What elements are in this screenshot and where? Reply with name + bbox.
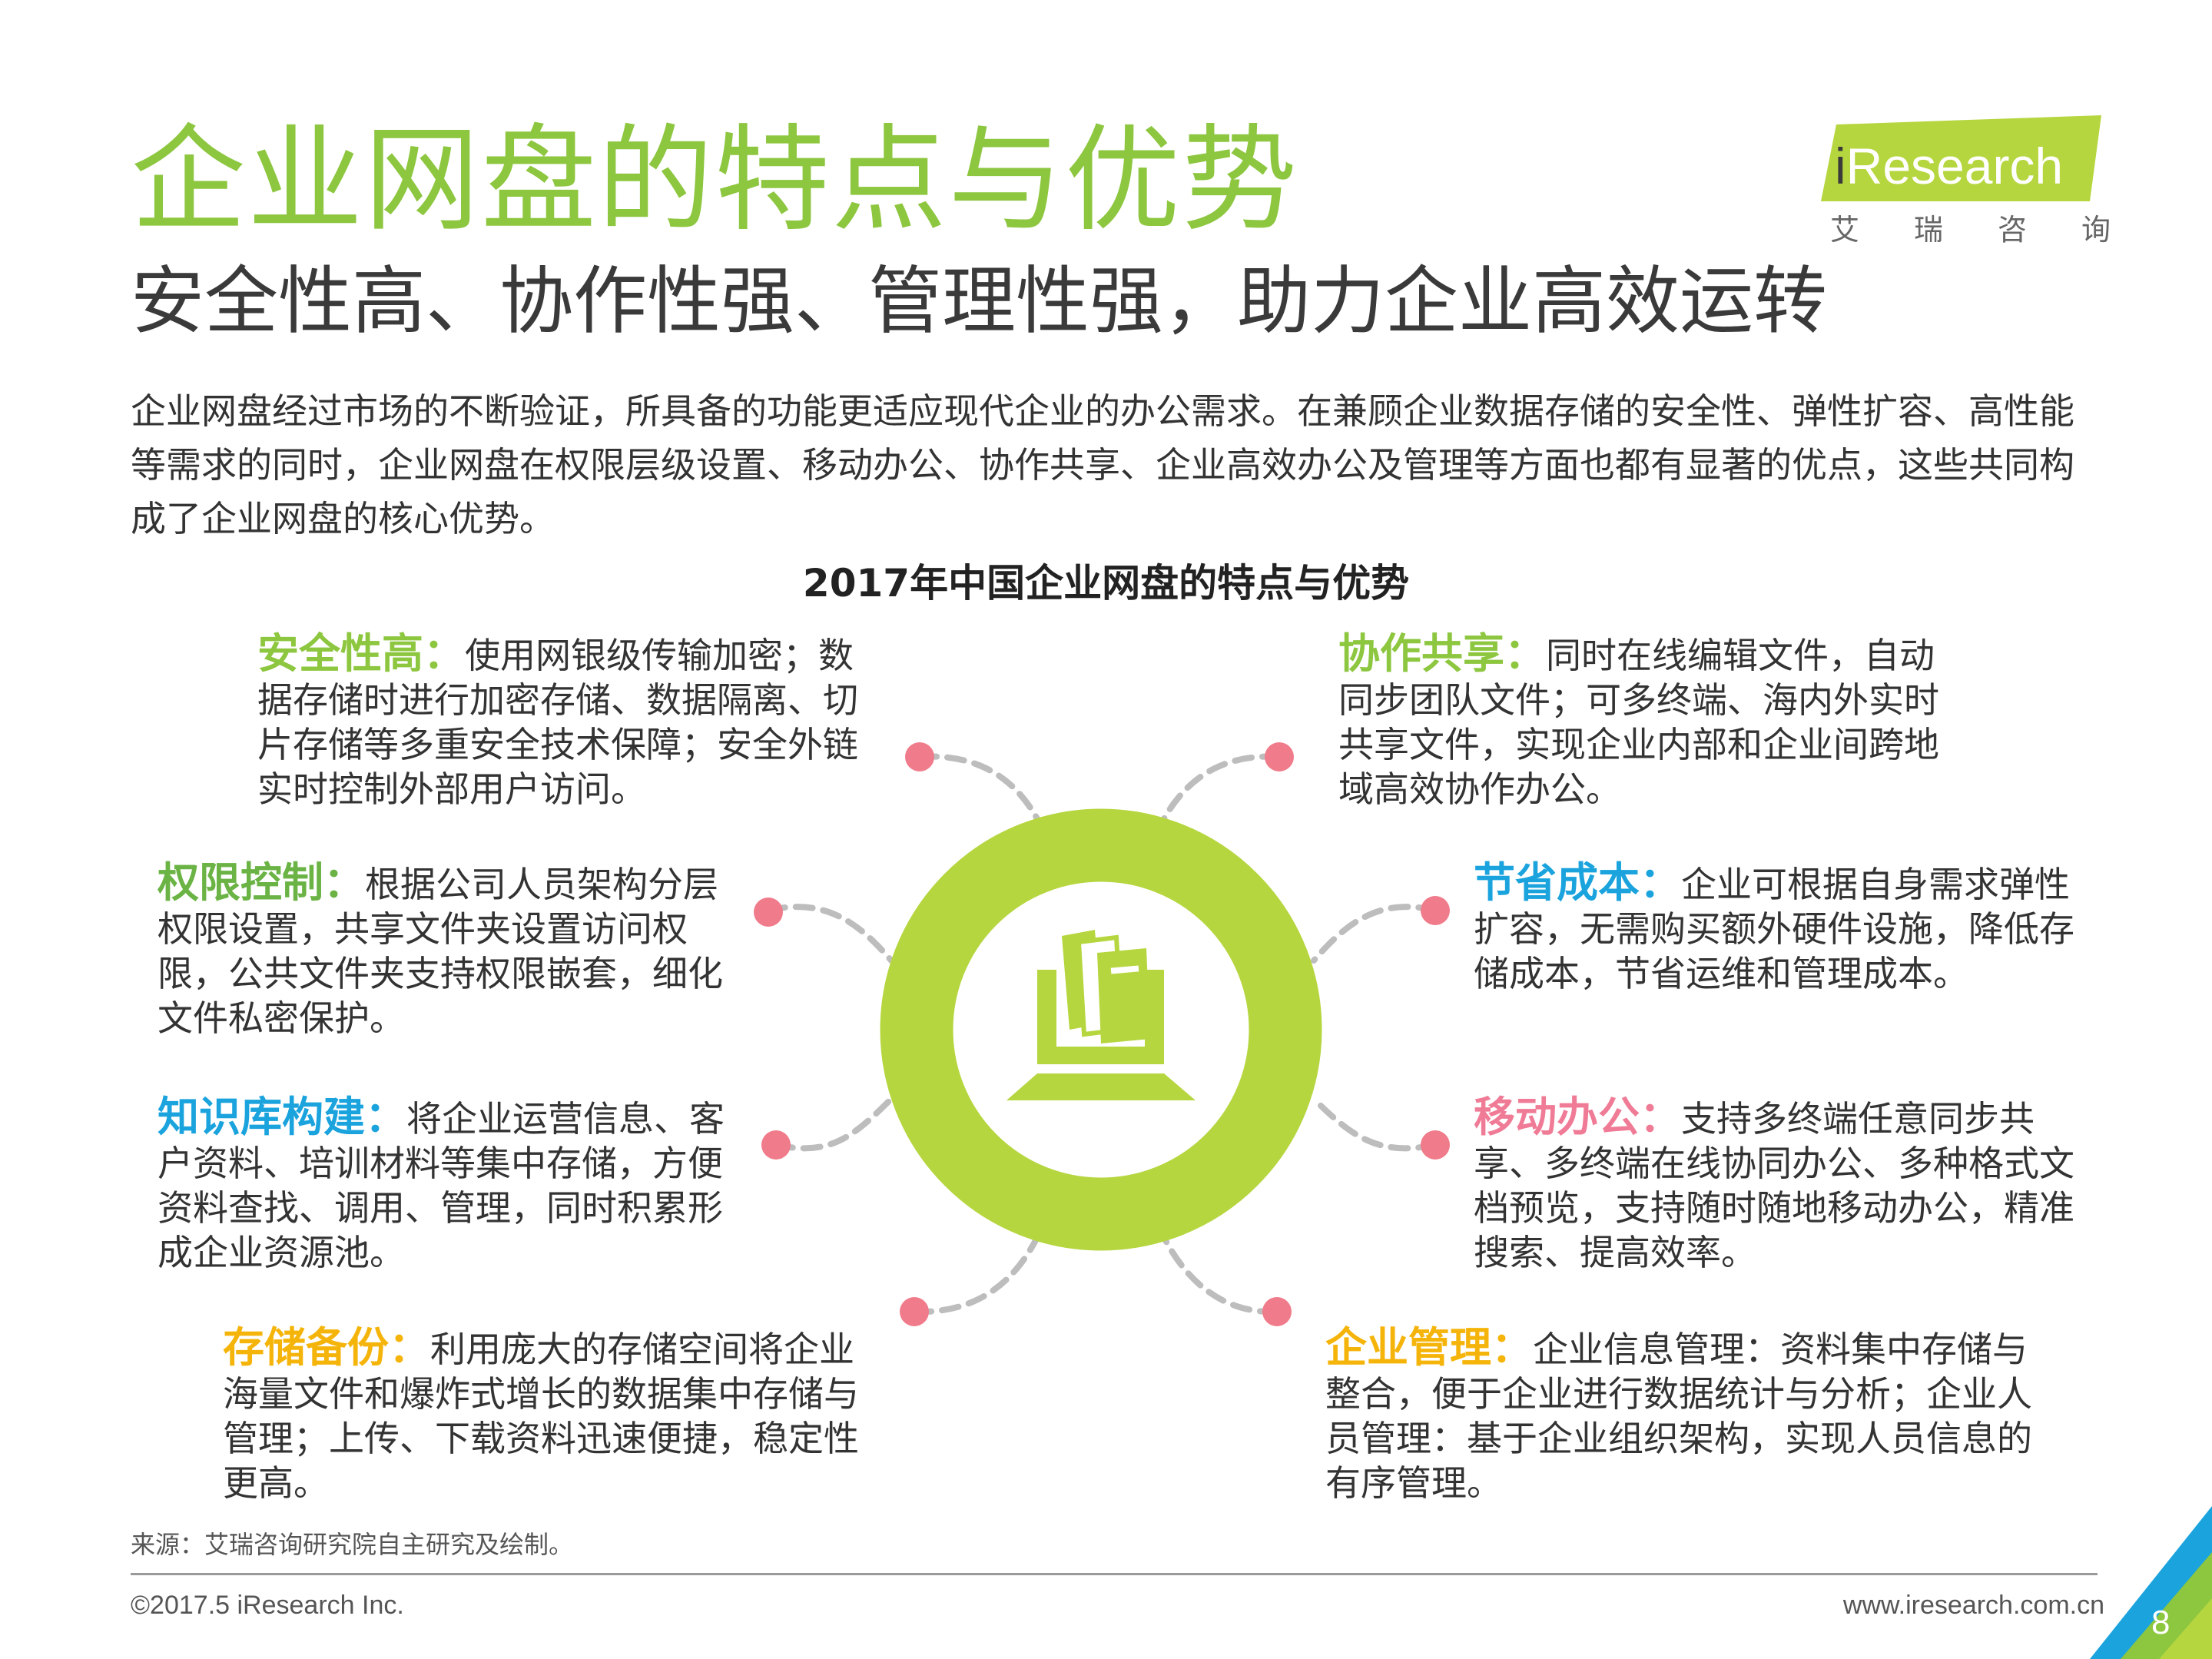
- dot-security: [905, 742, 934, 771]
- dot-mobile: [1421, 1130, 1450, 1160]
- logo-wordmark-i: i: [1835, 138, 1846, 194]
- website-link[interactable]: www.iresearch.com.cn: [1842, 1591, 2104, 1620]
- computer-books-icon: [1007, 930, 1196, 1100]
- connector-security: [917, 753, 1044, 829]
- corner-decoration: [2090, 1506, 2212, 1659]
- feature-title: 权限控制：: [158, 858, 365, 907]
- feature-text: 支持多终端任意同步共享、多终端在线协同办公、多种格式文档预览，支持随时随地移动办…: [1474, 1098, 2074, 1273]
- feature-title: 移动办公：: [1474, 1093, 1681, 1141]
- feature-text: 将企业运营信息、客户资料、培训材料等集中存储，方便资料查找、调用、管理，同时积累…: [158, 1098, 725, 1273]
- connector-dots: [754, 742, 1450, 1326]
- page-number: 8: [2151, 1604, 2171, 1641]
- center-ring: [880, 808, 1322, 1251]
- feature-collaboration: 协作共享：同时在线编辑文件，自动同步团队文件；可多终端、海内外实时共享文件，实现…: [1338, 632, 1953, 811]
- logo-cn: 艾 瑞 咨 询: [1830, 212, 2111, 247]
- connector-collaboration: [1157, 753, 1282, 829]
- dot-knowledge: [761, 1130, 791, 1160]
- feature-text: 根据公司人员架构分层权限设置，共享文件夹设置访问权限，公共文件夹支持权限嵌套，细…: [158, 864, 723, 1039]
- dot-collaboration: [1265, 742, 1294, 771]
- feature-title: 节省成本：: [1474, 858, 1681, 907]
- center-disc: [953, 882, 1249, 1177]
- feature-knowledge: 知识库构建：将企业运营信息、客户资料、培训材料等集中存储，方便资料查找、调用、管…: [158, 1095, 745, 1275]
- page-subtitle: 安全性高、协作性强、管理性强，助力企业高效运转: [131, 258, 1827, 344]
- feature-management: 企业管理：企业信息管理：资料集中存储与整合，便于企业进行数据统计与分析；企业人员…: [1325, 1326, 2032, 1505]
- feature-text: 企业信息管理：资料集中存储与整合，便于企业进行数据统计与分析；企业人员管理：基于…: [1325, 1329, 2032, 1504]
- copyright: ©2017.5 iResearch Inc.: [131, 1591, 404, 1620]
- feature-backup: 存储备份：利用庞大的存储空间将企业海量文件和爆炸式增长的数据集中存储与管理；上传…: [223, 1326, 864, 1505]
- dot-backup: [900, 1297, 929, 1326]
- connector-backup: [911, 1226, 1044, 1316]
- feature-title: 企业管理：: [1325, 1323, 1533, 1372]
- feature-text: 同时在线编辑文件，自动同步团队文件；可多终端、海内外实时共享文件，实现企业内部和…: [1338, 635, 1939, 810]
- feature-text: 使用网银级传输加密；数据存储时进行加密存储、数据隔离、切片存储等多重安全技术保障…: [257, 635, 858, 810]
- feature-title: 存储备份：: [223, 1323, 430, 1372]
- feature-text: 企业可根据自身需求弹性扩容，无需购买额外硬件设施，降低存储成本，节省运维和管理成…: [1474, 864, 2074, 994]
- feature-title: 协作共享：: [1338, 629, 1546, 678]
- connector-knowledge: [773, 1096, 894, 1152]
- feature-text: 利用庞大的存储空间将企业海量文件和爆炸式增长的数据集中存储与管理；上传、下载资料…: [223, 1329, 859, 1504]
- intro-paragraph: 企业网盘经过市场的不断验证，所具备的功能更适应现代企业的办公需求。在兼顾企业数据…: [131, 390, 2074, 539]
- connector-management: [1157, 1226, 1280, 1316]
- dashed-connectors: [765, 753, 1438, 1316]
- logo-cn-char: 咨: [1997, 213, 2027, 247]
- iresearch-logo: iResearch 艾 瑞 咨 询: [1821, 115, 2113, 250]
- connector-mobile: [1311, 1096, 1438, 1152]
- logo-wordmark: iResearch: [1835, 137, 2063, 195]
- feature-title: 安全性高：: [257, 629, 465, 678]
- footer-divider: [131, 1573, 2098, 1575]
- page-title: 企业网盘的特点与优势: [131, 114, 1299, 247]
- dot-cost: [1421, 896, 1450, 925]
- logo-tag-shape: [1821, 115, 2101, 201]
- feature-security: 安全性高：使用网银级传输加密；数据存储时进行加密存储、数据隔离、切片存储等多重安…: [257, 632, 887, 811]
- source-note: 来源：艾瑞咨询研究院自主研究及绘制。: [131, 1530, 574, 1559]
- connector-permission: [765, 904, 894, 964]
- feature-permission: 权限控制：根据公司人员架构分层权限设置，共享文件夹设置访问权限，公共文件夹支持权…: [158, 861, 749, 1040]
- diagram-title: 2017年中国企业网盘的特点与优势: [802, 561, 1410, 606]
- logo-wordmark-rest: Research: [1846, 138, 2064, 194]
- logo-cn-char: 询: [2081, 213, 2111, 247]
- dot-management: [1262, 1297, 1292, 1326]
- feature-title: 知识库构建：: [158, 1093, 406, 1141]
- feature-mobile: 移动办公：支持多终端任意同步共享、多终端在线协同办公、多种格式文档预览，支持随时…: [1474, 1095, 2081, 1275]
- logo-cn-char: 瑞: [1913, 213, 1943, 247]
- dot-permission: [754, 898, 783, 927]
- logo-cn-char: 艾: [1830, 213, 1860, 247]
- feature-cost: 节省成本：企业可根据自身需求弹性扩容，无需购买额外硬件设施，降低存储成本，节省运…: [1474, 861, 2088, 996]
- connector-cost: [1311, 904, 1438, 964]
